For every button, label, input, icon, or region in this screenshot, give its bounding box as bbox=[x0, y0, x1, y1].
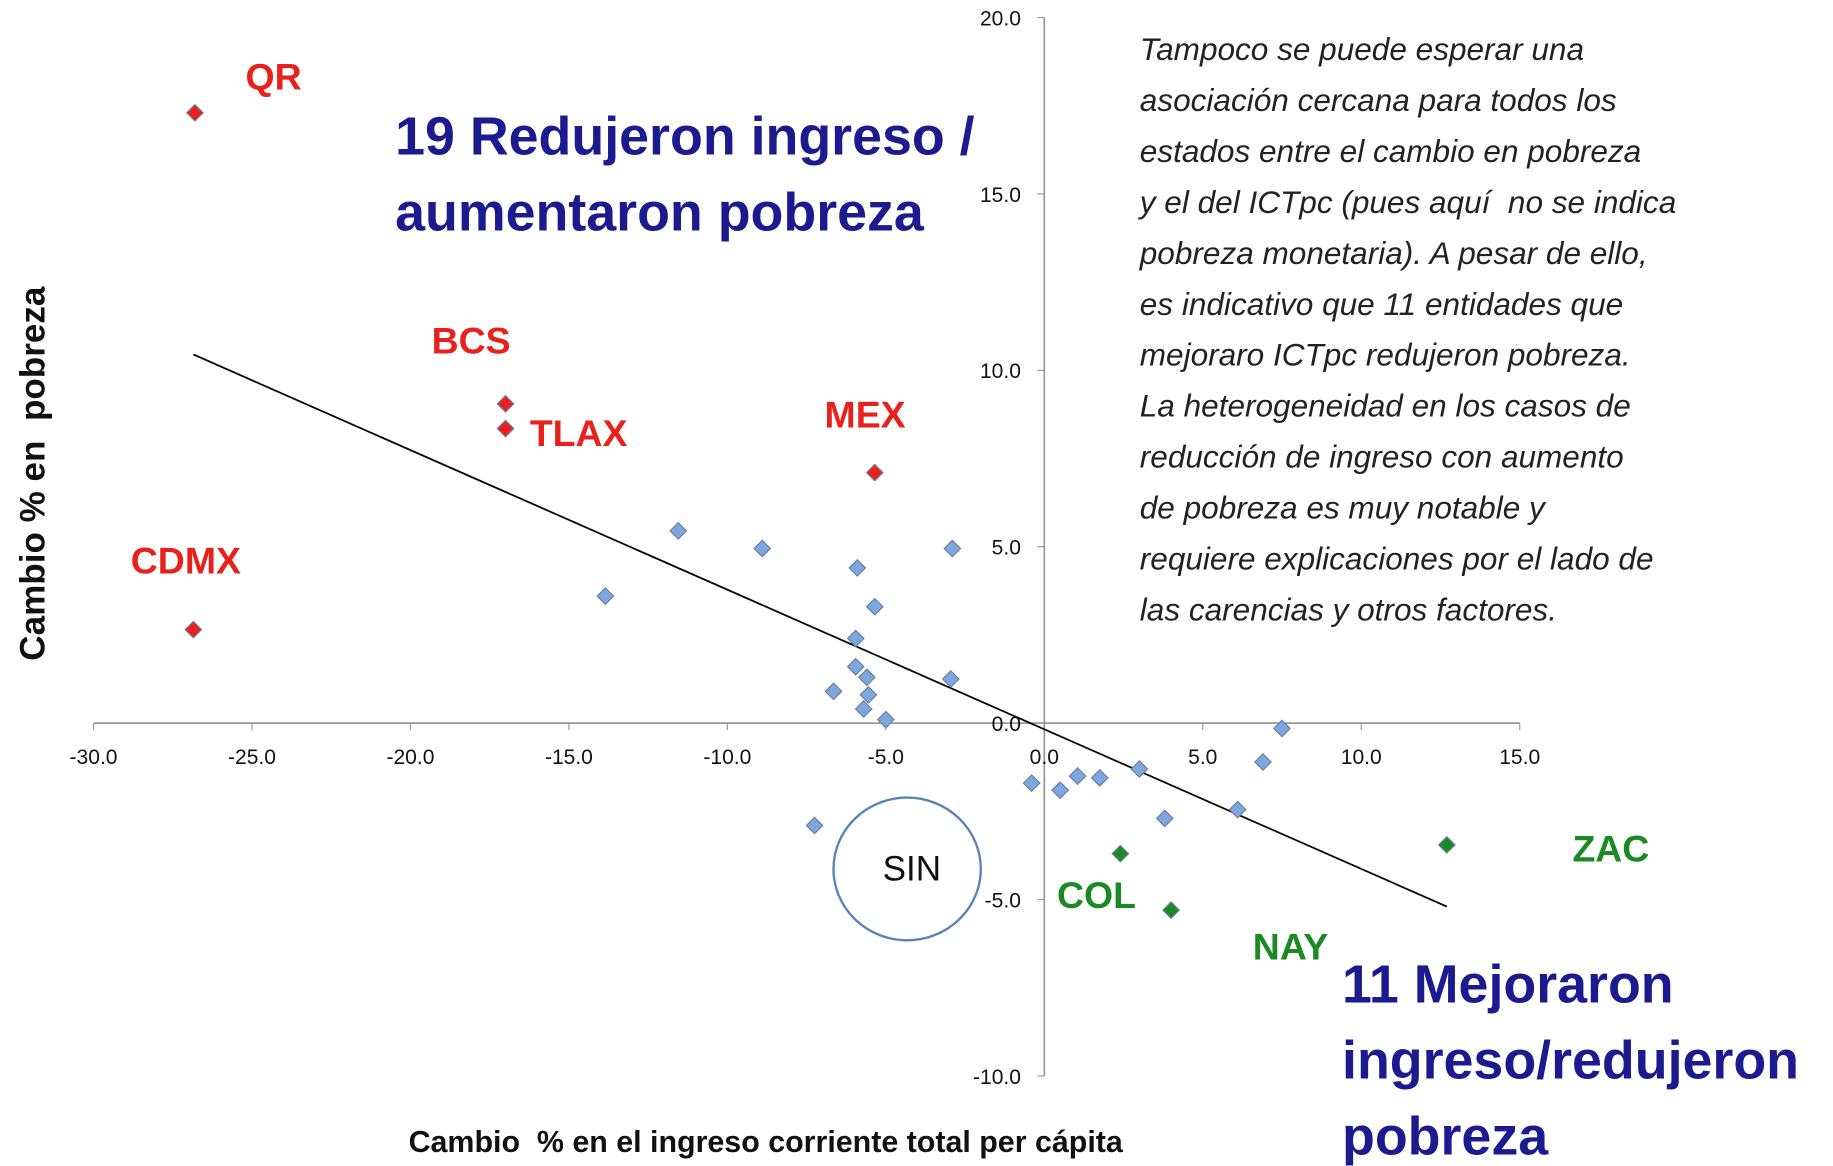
note-line: pobreza monetaria). A pesar de ello, bbox=[1139, 235, 1648, 271]
x-tick-label: -5.0 bbox=[868, 746, 904, 769]
note-line: La heterogeneidad en los casos de bbox=[1140, 388, 1631, 424]
note-line: estados entre el cambio en pobreza bbox=[1140, 133, 1641, 169]
point bbox=[753, 539, 772, 558]
point-label: QR bbox=[245, 55, 301, 97]
point bbox=[859, 685, 878, 704]
point bbox=[1273, 719, 1292, 738]
y-tick-label: -10.0 bbox=[973, 1066, 1021, 1089]
point bbox=[846, 629, 865, 648]
note-line: requiere explicaciones por el lado de bbox=[1140, 541, 1654, 577]
x-tick-label: 15.0 bbox=[1499, 746, 1540, 769]
point bbox=[496, 419, 515, 438]
note-line: y el del ICTpc (pues aquí no se indica bbox=[1138, 184, 1676, 220]
y-tick-label: 0.0 bbox=[992, 713, 1021, 736]
x-tick-label: 5.0 bbox=[1188, 746, 1217, 769]
point-label: SIN bbox=[883, 850, 941, 889]
point bbox=[805, 816, 824, 835]
point bbox=[1111, 844, 1130, 863]
point bbox=[1090, 768, 1109, 787]
point bbox=[185, 103, 204, 122]
point bbox=[1437, 835, 1456, 854]
point bbox=[669, 521, 688, 540]
point bbox=[1228, 800, 1247, 819]
note-line: asociación cercana para todos los bbox=[1140, 82, 1617, 118]
note-line: de pobreza es muy notable y bbox=[1140, 490, 1547, 526]
y-tick-label: 10.0 bbox=[980, 360, 1021, 383]
x-tick-label: -15.0 bbox=[545, 746, 593, 769]
y-tick-label: -5.0 bbox=[985, 889, 1021, 912]
point-label: TLAX bbox=[530, 412, 628, 454]
point bbox=[846, 657, 865, 676]
point bbox=[1022, 774, 1041, 793]
point-label: BCS bbox=[432, 320, 511, 362]
headline: ingreso/redujeron bbox=[1342, 1030, 1799, 1090]
note-line: reducción de ingreso con aumento bbox=[1140, 439, 1624, 475]
point bbox=[1051, 781, 1070, 800]
point bbox=[848, 558, 867, 577]
point bbox=[865, 597, 884, 616]
point bbox=[1162, 901, 1181, 920]
headline: 11 Mejoraron bbox=[1342, 954, 1674, 1014]
point-label: MEX bbox=[825, 393, 906, 435]
point bbox=[865, 463, 884, 482]
x-tick-label: -10.0 bbox=[703, 746, 751, 769]
y-tick-label: 5.0 bbox=[992, 537, 1021, 560]
x-axis-title: Cambio % en el ingreso corriente total p… bbox=[409, 1125, 1124, 1159]
note-line: las carencias y otros factores. bbox=[1140, 592, 1557, 628]
x-tick-label: -25.0 bbox=[228, 746, 276, 769]
y-tick-label: 20.0 bbox=[980, 7, 1021, 30]
point bbox=[943, 539, 962, 558]
note-line: Tampoco se puede esperar una bbox=[1140, 31, 1584, 67]
point bbox=[824, 682, 843, 701]
sin-ellipse bbox=[832, 796, 982, 942]
point bbox=[876, 710, 895, 729]
point-label: CDMX bbox=[131, 540, 241, 582]
x-tick-label: 10.0 bbox=[1341, 746, 1382, 769]
point bbox=[1130, 759, 1149, 779]
headline: pobreza bbox=[1342, 1106, 1549, 1166]
point bbox=[496, 394, 515, 413]
point bbox=[1253, 752, 1273, 771]
point bbox=[596, 587, 615, 606]
x-tick-label: 0.0 bbox=[1030, 746, 1059, 769]
x-tick-label: -20.0 bbox=[386, 746, 434, 769]
point bbox=[854, 700, 873, 719]
y-tick-label: 15.0 bbox=[980, 184, 1021, 207]
point bbox=[184, 620, 203, 639]
note-line: es indicativo que 11 entidades que bbox=[1140, 286, 1623, 322]
point bbox=[941, 670, 960, 689]
point bbox=[857, 668, 876, 687]
point bbox=[1068, 767, 1087, 786]
point-label: ZAC bbox=[1572, 827, 1649, 869]
point-label: NAY bbox=[1253, 926, 1329, 968]
note-line: mejoraro ICTpc redujeron pobreza. bbox=[1140, 337, 1631, 373]
headline: 19 Redujeron ingreso / bbox=[395, 107, 975, 167]
y-axis-title: Cambio % en pobreza bbox=[13, 286, 52, 661]
x-tick-label: -30.0 bbox=[70, 746, 118, 769]
point bbox=[1155, 809, 1174, 828]
headline: aumentaron pobreza bbox=[395, 183, 925, 243]
point-label: COL bbox=[1057, 874, 1136, 916]
